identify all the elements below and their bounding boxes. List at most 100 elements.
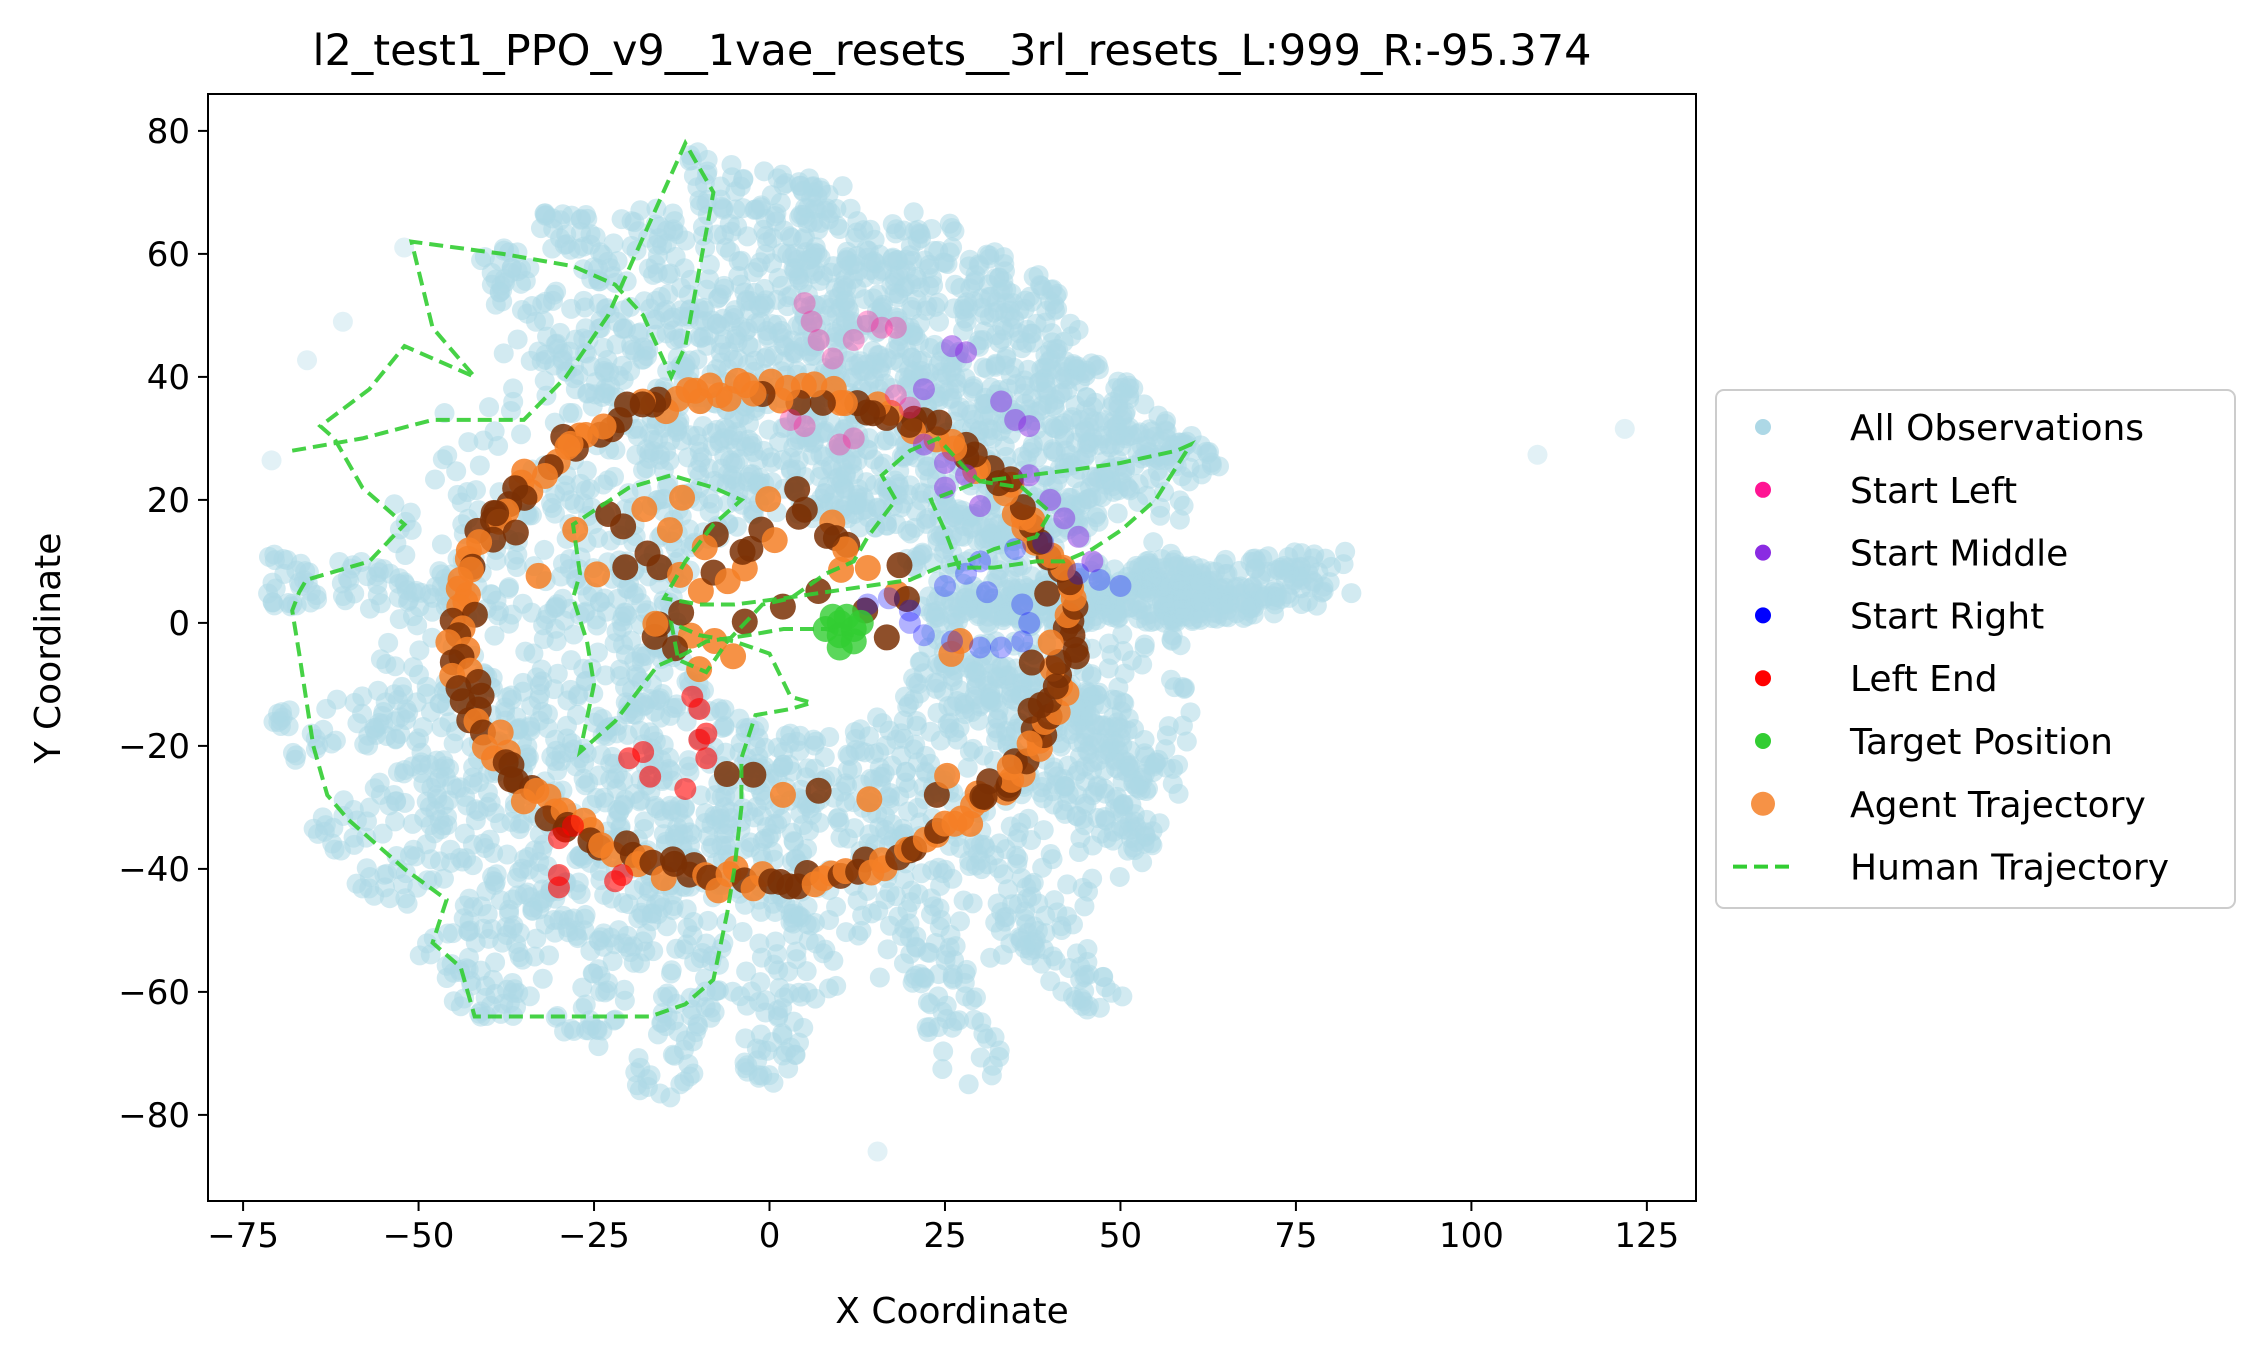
observation-point [686,425,707,446]
observation-point [676,899,697,920]
observation-point [860,219,881,240]
observation-point [409,596,430,617]
observation-point [1082,868,1103,889]
observation-point [828,286,849,307]
observation-point [930,730,951,751]
observation-point [924,334,945,355]
x-tick-label: −25 [558,1216,630,1256]
observation-point [726,516,747,537]
agent-point [610,513,637,540]
observation-point [956,959,977,980]
observation-point [539,945,560,966]
observation-point [915,509,936,530]
observation-point [343,827,364,848]
observation-point [493,240,514,261]
observation-point [765,901,786,922]
series-left-end-point [674,777,697,800]
observation-point [802,247,823,268]
x-tick-label: 25 [923,1216,966,1256]
observation-point [327,689,348,710]
observation-point [506,556,527,577]
legend-label: Start Middle [1850,534,2068,575]
observation-point [695,237,716,258]
observation-point [569,604,590,625]
legend-label: Human Trajectory [1850,848,2169,889]
observation-point [1068,760,1089,781]
observation-point [520,350,541,371]
observation-point [607,588,628,609]
observation-point [875,889,896,910]
observation-point [561,205,582,226]
observation-point [504,979,525,1000]
observation-point [471,896,492,917]
observation-point [696,335,717,356]
observation-point [1341,583,1362,604]
agent-point [502,519,529,546]
agent-point [720,643,747,670]
observation-point [565,329,586,350]
observation-point [774,351,795,372]
observation-point [1081,666,1102,687]
observation-point [943,506,964,527]
observation-point [690,452,711,473]
observation-point [1055,803,1076,824]
observation-point [532,968,553,989]
observation-point [447,484,468,505]
observation-point [957,757,978,778]
agent-point [642,610,669,637]
observation-point [810,444,831,465]
observation-point [555,475,576,496]
series-left-end-point [561,814,584,837]
observation-point [1044,890,1065,911]
series-start-left-point [884,316,907,339]
observation-point [582,963,603,984]
observation-point [582,396,603,417]
observation-point [395,545,416,566]
observation-point [999,300,1020,321]
observation-point [750,843,771,864]
observation-point [928,986,949,1007]
observation-point [980,523,1001,544]
observation-point [630,200,651,221]
observation-point [655,1016,676,1037]
x-tick-label: 75 [1274,1216,1317,1256]
observation-point [1082,785,1103,806]
agent-point [934,762,961,789]
observation-point [511,300,532,321]
observation-point [1060,313,1081,334]
observation-point [711,352,732,373]
observation-point [730,986,751,1007]
observation-point [477,782,498,803]
series-start-left-point [842,427,865,450]
observation-point [497,687,518,708]
observation-point [378,632,399,653]
observation-point [992,329,1013,350]
observation-point [1074,896,1095,917]
observation-point [1273,559,1294,580]
observation-point [835,463,856,484]
observation-point [1101,644,1122,665]
legend-label: All Observations [1850,408,2144,449]
observation-point [417,870,438,891]
observation-point [992,279,1013,300]
agent-point [1034,580,1061,607]
y-tick-label: −40 [118,850,190,890]
observation-point [779,754,800,775]
observation-point [1143,532,1164,553]
observation-point [1001,682,1022,703]
observation-point [683,1063,704,1084]
observation-point [786,941,807,962]
observation-point [783,832,804,853]
observation-point [364,719,385,740]
observation-point [1086,684,1107,705]
observation-point [1245,558,1266,579]
observation-point [499,577,520,598]
agent-point [886,552,913,579]
observation-point [768,960,789,981]
observation-point [436,968,457,989]
series-start-right-point [933,575,956,597]
observation-point [1019,442,1040,463]
observation-point [889,786,910,807]
observation-point [660,1087,681,1108]
